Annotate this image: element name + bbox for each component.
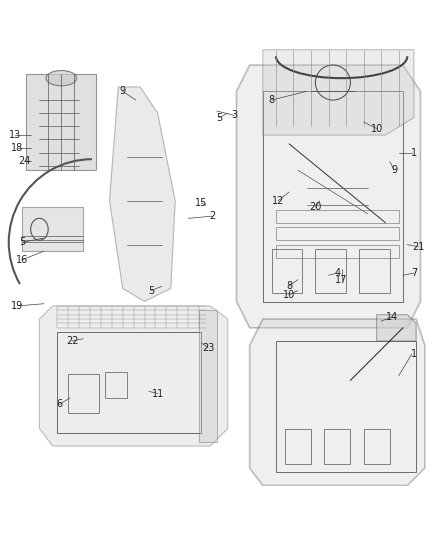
Polygon shape xyxy=(39,306,228,446)
Text: 18: 18 xyxy=(11,143,24,154)
Text: 20: 20 xyxy=(309,203,321,212)
Polygon shape xyxy=(250,319,425,486)
Text: 3: 3 xyxy=(231,110,237,120)
Text: 14: 14 xyxy=(386,312,398,322)
Text: 21: 21 xyxy=(412,242,424,252)
Ellipse shape xyxy=(46,70,77,86)
Polygon shape xyxy=(377,314,416,341)
Text: 10: 10 xyxy=(283,290,295,300)
Polygon shape xyxy=(263,50,414,135)
Text: 5: 5 xyxy=(19,237,25,247)
Text: 23: 23 xyxy=(202,343,214,352)
Text: 12: 12 xyxy=(272,196,284,206)
Text: 9: 9 xyxy=(391,165,397,175)
Text: 13: 13 xyxy=(9,130,21,140)
Text: 15: 15 xyxy=(195,198,208,208)
Text: 9: 9 xyxy=(120,86,126,96)
Text: 7: 7 xyxy=(411,268,417,278)
FancyBboxPatch shape xyxy=(26,74,96,170)
Text: 10: 10 xyxy=(371,124,383,134)
Text: 8: 8 xyxy=(268,95,275,105)
Text: 22: 22 xyxy=(66,336,78,346)
Text: 4: 4 xyxy=(334,268,340,278)
Text: 17: 17 xyxy=(336,274,348,285)
Text: 2: 2 xyxy=(209,211,215,221)
FancyBboxPatch shape xyxy=(22,207,83,251)
Text: 5: 5 xyxy=(148,286,154,296)
Text: 6: 6 xyxy=(56,399,62,409)
Text: 19: 19 xyxy=(11,301,24,311)
Text: 24: 24 xyxy=(18,156,30,166)
FancyBboxPatch shape xyxy=(199,310,217,442)
Text: 5: 5 xyxy=(216,112,222,123)
Text: 8: 8 xyxy=(286,281,292,291)
Text: 11: 11 xyxy=(152,389,164,399)
Polygon shape xyxy=(110,87,175,302)
Text: 16: 16 xyxy=(16,255,28,265)
Text: 1: 1 xyxy=(411,349,417,359)
Text: 1: 1 xyxy=(411,148,417,158)
Polygon shape xyxy=(237,65,420,328)
